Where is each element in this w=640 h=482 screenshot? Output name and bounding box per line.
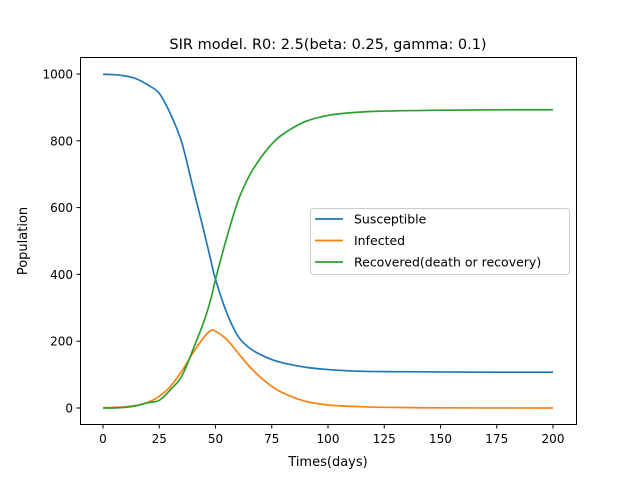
- y-tick-label: 600: [50, 201, 73, 215]
- y-axis-label: Population: [16, 207, 31, 275]
- series-line-susceptible: [102, 73, 554, 374]
- chart-title: SIR model. R0: 2.5(beta: 0.25, gamma: 0.…: [169, 37, 486, 53]
- series-line-recovered-death-or-recovery: [102, 108, 554, 409]
- x-tick-label: 125: [373, 432, 396, 446]
- legend-label: Recovered(death or recovery): [354, 255, 541, 270]
- y-tick-label: 400: [50, 268, 73, 282]
- legend: Susceptible Infected Recovered(death or re…: [310, 208, 570, 275]
- legend-box: [310, 208, 570, 275]
- y-axis: 0 200 400 600 800 1000: [42, 68, 80, 416]
- x-tick-label: 25: [152, 432, 167, 446]
- legend-label: Infected: [354, 233, 405, 248]
- x-tick-label: 0: [99, 432, 107, 446]
- x-tick-label: 175: [485, 432, 508, 446]
- x-tick-label: 200: [542, 432, 565, 446]
- x-axis-label: Times(days): [287, 455, 367, 470]
- x-tick-label: 100: [317, 432, 340, 446]
- x-tick-label: 50: [208, 432, 223, 446]
- y-tick-label: 1000: [42, 68, 73, 82]
- x-axis: 0 25 50 75 100 125 150 175 200: [99, 425, 564, 446]
- y-tick-label: 200: [50, 335, 73, 349]
- x-tick-label: 150: [429, 432, 452, 446]
- y-tick-label: 800: [50, 134, 73, 148]
- x-tick-label: 75: [264, 432, 279, 446]
- axes-frame: [80, 57, 577, 425]
- y-tick-label: 0: [65, 402, 73, 416]
- legend-label: Susceptible: [354, 212, 427, 227]
- plot-area: [102, 73, 554, 409]
